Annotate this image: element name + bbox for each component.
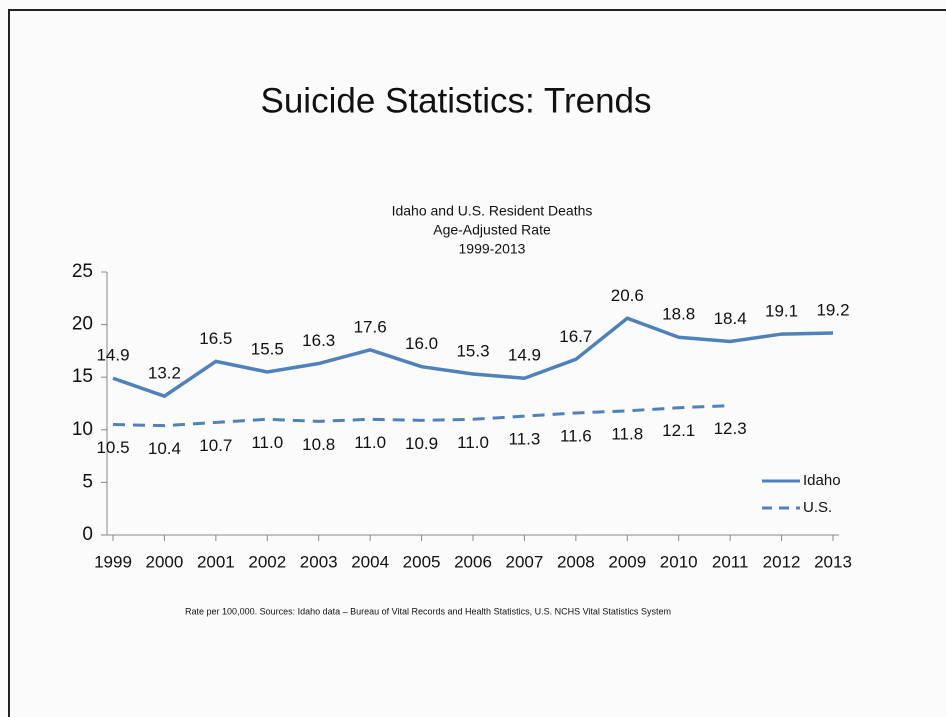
data-label: 16.7 (559, 327, 592, 346)
x-tick-label: 2010 (660, 552, 698, 571)
chart-title: Idaho and U.S. Resident Deaths (392, 203, 593, 219)
data-label: 14.9 (508, 346, 541, 365)
data-label: 13.2 (148, 364, 181, 383)
data-label: 11.6 (560, 426, 592, 445)
y-tick-label: 20 (72, 314, 93, 335)
data-label: 10.4 (148, 439, 181, 458)
data-label: 15.5 (251, 339, 284, 358)
x-tick-label: 2002 (248, 552, 286, 571)
data-label: 11.0 (457, 433, 489, 452)
data-label: 11.8 (611, 424, 643, 443)
data-label: 10.8 (302, 435, 335, 454)
data-label: 19.2 (816, 301, 849, 320)
data-label: 20.6 (611, 286, 644, 305)
slide-border (8, 9, 946, 717)
x-tick-label: 2000 (146, 552, 184, 571)
x-tick-label: 2009 (608, 552, 646, 571)
data-label: 11.0 (251, 433, 283, 452)
series-line (112, 404, 731, 428)
data-label: 16.0 (405, 334, 438, 353)
x-tick-label: 2013 (814, 552, 852, 571)
y-tick-label: 0 (82, 524, 93, 545)
data-label: 16.3 (302, 331, 335, 350)
data-label: 18.8 (662, 305, 695, 324)
x-tick-label: 2007 (506, 552, 544, 571)
x-tick-label: 2004 (351, 552, 389, 571)
legend-label: U.S. (803, 499, 832, 516)
x-tick-label: 1999 (94, 552, 132, 571)
x-tick-label: 2006 (454, 552, 492, 571)
data-label: 10.5 (96, 438, 129, 457)
source-note: Rate per 100,000. Sources: Idaho data – … (185, 606, 671, 616)
data-label: 12.3 (714, 419, 747, 438)
slide-title: Suicide Statistics: Trends (261, 81, 652, 120)
x-tick-label: 2012 (763, 552, 801, 571)
data-label: 14.9 (96, 346, 129, 365)
data-label: 15.3 (456, 342, 489, 361)
data-label: 18.4 (714, 309, 747, 328)
data-label: 11.3 (509, 430, 541, 449)
x-tick-label: 2008 (557, 552, 595, 571)
chart-title: Age-Adjusted Rate (433, 222, 551, 238)
data-label: 19.1 (765, 302, 798, 321)
series-line (112, 316, 834, 399)
y-tick-label: 25 (72, 261, 93, 282)
data-label: 16.5 (199, 329, 232, 348)
y-tick-label: 10 (72, 419, 93, 440)
x-tick-label: 2003 (300, 552, 338, 571)
data-label: 10.9 (405, 434, 438, 453)
data-label: 12.1 (662, 421, 695, 440)
y-tick-label: 5 (82, 471, 93, 492)
chart-title: 1999-2013 (459, 241, 526, 257)
legend-label: Idaho (803, 472, 841, 489)
y-tick-label: 15 (72, 366, 93, 387)
x-tick-label: 2001 (197, 552, 235, 571)
data-label: 11.0 (354, 433, 386, 452)
data-label: 17.6 (354, 317, 387, 336)
data-label: 10.7 (199, 436, 232, 455)
x-tick-label: 2011 (712, 552, 749, 571)
x-tick-label: 2005 (403, 552, 441, 571)
